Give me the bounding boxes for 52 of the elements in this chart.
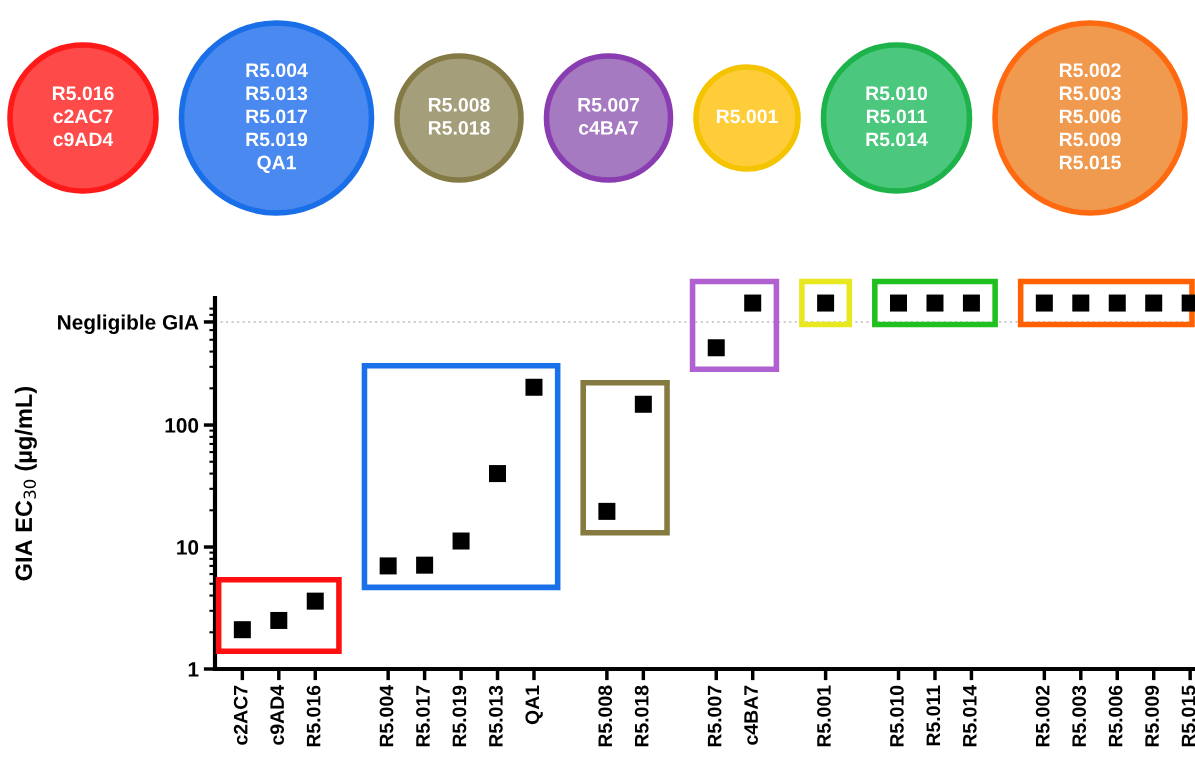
point xyxy=(416,556,434,574)
point xyxy=(926,294,944,312)
x-tick-label: R5.016 xyxy=(306,685,321,747)
x-tick-label: R5.017 xyxy=(416,685,430,747)
x-tick-label: R5.004 xyxy=(379,685,394,747)
text: R5.010 R5.011 R5.014 xyxy=(866,86,928,147)
x-tick-label: c4BA7 xyxy=(744,685,758,745)
text: R5.002 R5.003 R5.006 R5.009 R5.015 xyxy=(1059,63,1121,170)
point xyxy=(452,532,470,550)
x-tick-label: R5.019 xyxy=(452,685,467,747)
text: R5.004 R5.013 R5.017 R5.019 QA1 xyxy=(246,63,308,173)
x-tick-label: R5.018 xyxy=(634,685,649,747)
x-tick-label: c2AC7 xyxy=(233,685,248,745)
point xyxy=(233,621,251,639)
x-tick-label: R5.007 xyxy=(707,685,722,747)
text: R5.008 R5.018 xyxy=(428,97,490,135)
x-tick-label: R5.002 xyxy=(1035,685,1050,747)
point xyxy=(379,557,397,575)
point xyxy=(744,294,762,312)
text: R5.016 c2AC7 c9AD4 xyxy=(52,86,114,147)
x-tick-label: c9AD4 xyxy=(270,685,285,745)
point xyxy=(962,294,980,312)
point xyxy=(707,339,725,357)
text: R5.007 c4BA7 xyxy=(578,97,639,135)
x-tick-label: R5.001 xyxy=(817,685,831,747)
point xyxy=(306,592,324,610)
point xyxy=(270,611,288,629)
point xyxy=(489,465,507,483)
x-tick-label: R5.011 xyxy=(926,685,941,746)
point xyxy=(1035,294,1053,312)
x-tick-label: R5.014 xyxy=(962,685,977,747)
x-tick-label: R5.008 xyxy=(598,685,613,747)
x-tick-label: R5.003 xyxy=(1072,685,1087,747)
x-tick-label: R5.015 xyxy=(1181,685,1195,747)
y-tick-label: 100 xyxy=(165,418,199,433)
x-tick-label: QA1 xyxy=(525,685,543,725)
y-tick-label: 10 xyxy=(177,540,199,555)
x-tick-label: R5.010 xyxy=(889,685,904,747)
y-tick-label: 1 xyxy=(188,662,199,677)
point xyxy=(598,502,616,520)
point xyxy=(890,294,908,312)
y-tick-label: Negligible GIA xyxy=(58,314,199,334)
point xyxy=(525,378,543,396)
x-tick-label: R5.013 xyxy=(488,685,503,747)
text: R5.001 xyxy=(716,109,778,124)
x-tick-label: R5.009 xyxy=(1145,685,1159,747)
point xyxy=(1108,294,1126,312)
y-axis-title: GIA EC$_{30}$ (µg/mL) xyxy=(14,387,37,581)
point xyxy=(634,395,652,413)
x-tick-label: R5.006 xyxy=(1108,685,1123,747)
point xyxy=(1072,294,1090,312)
point xyxy=(1145,294,1163,312)
